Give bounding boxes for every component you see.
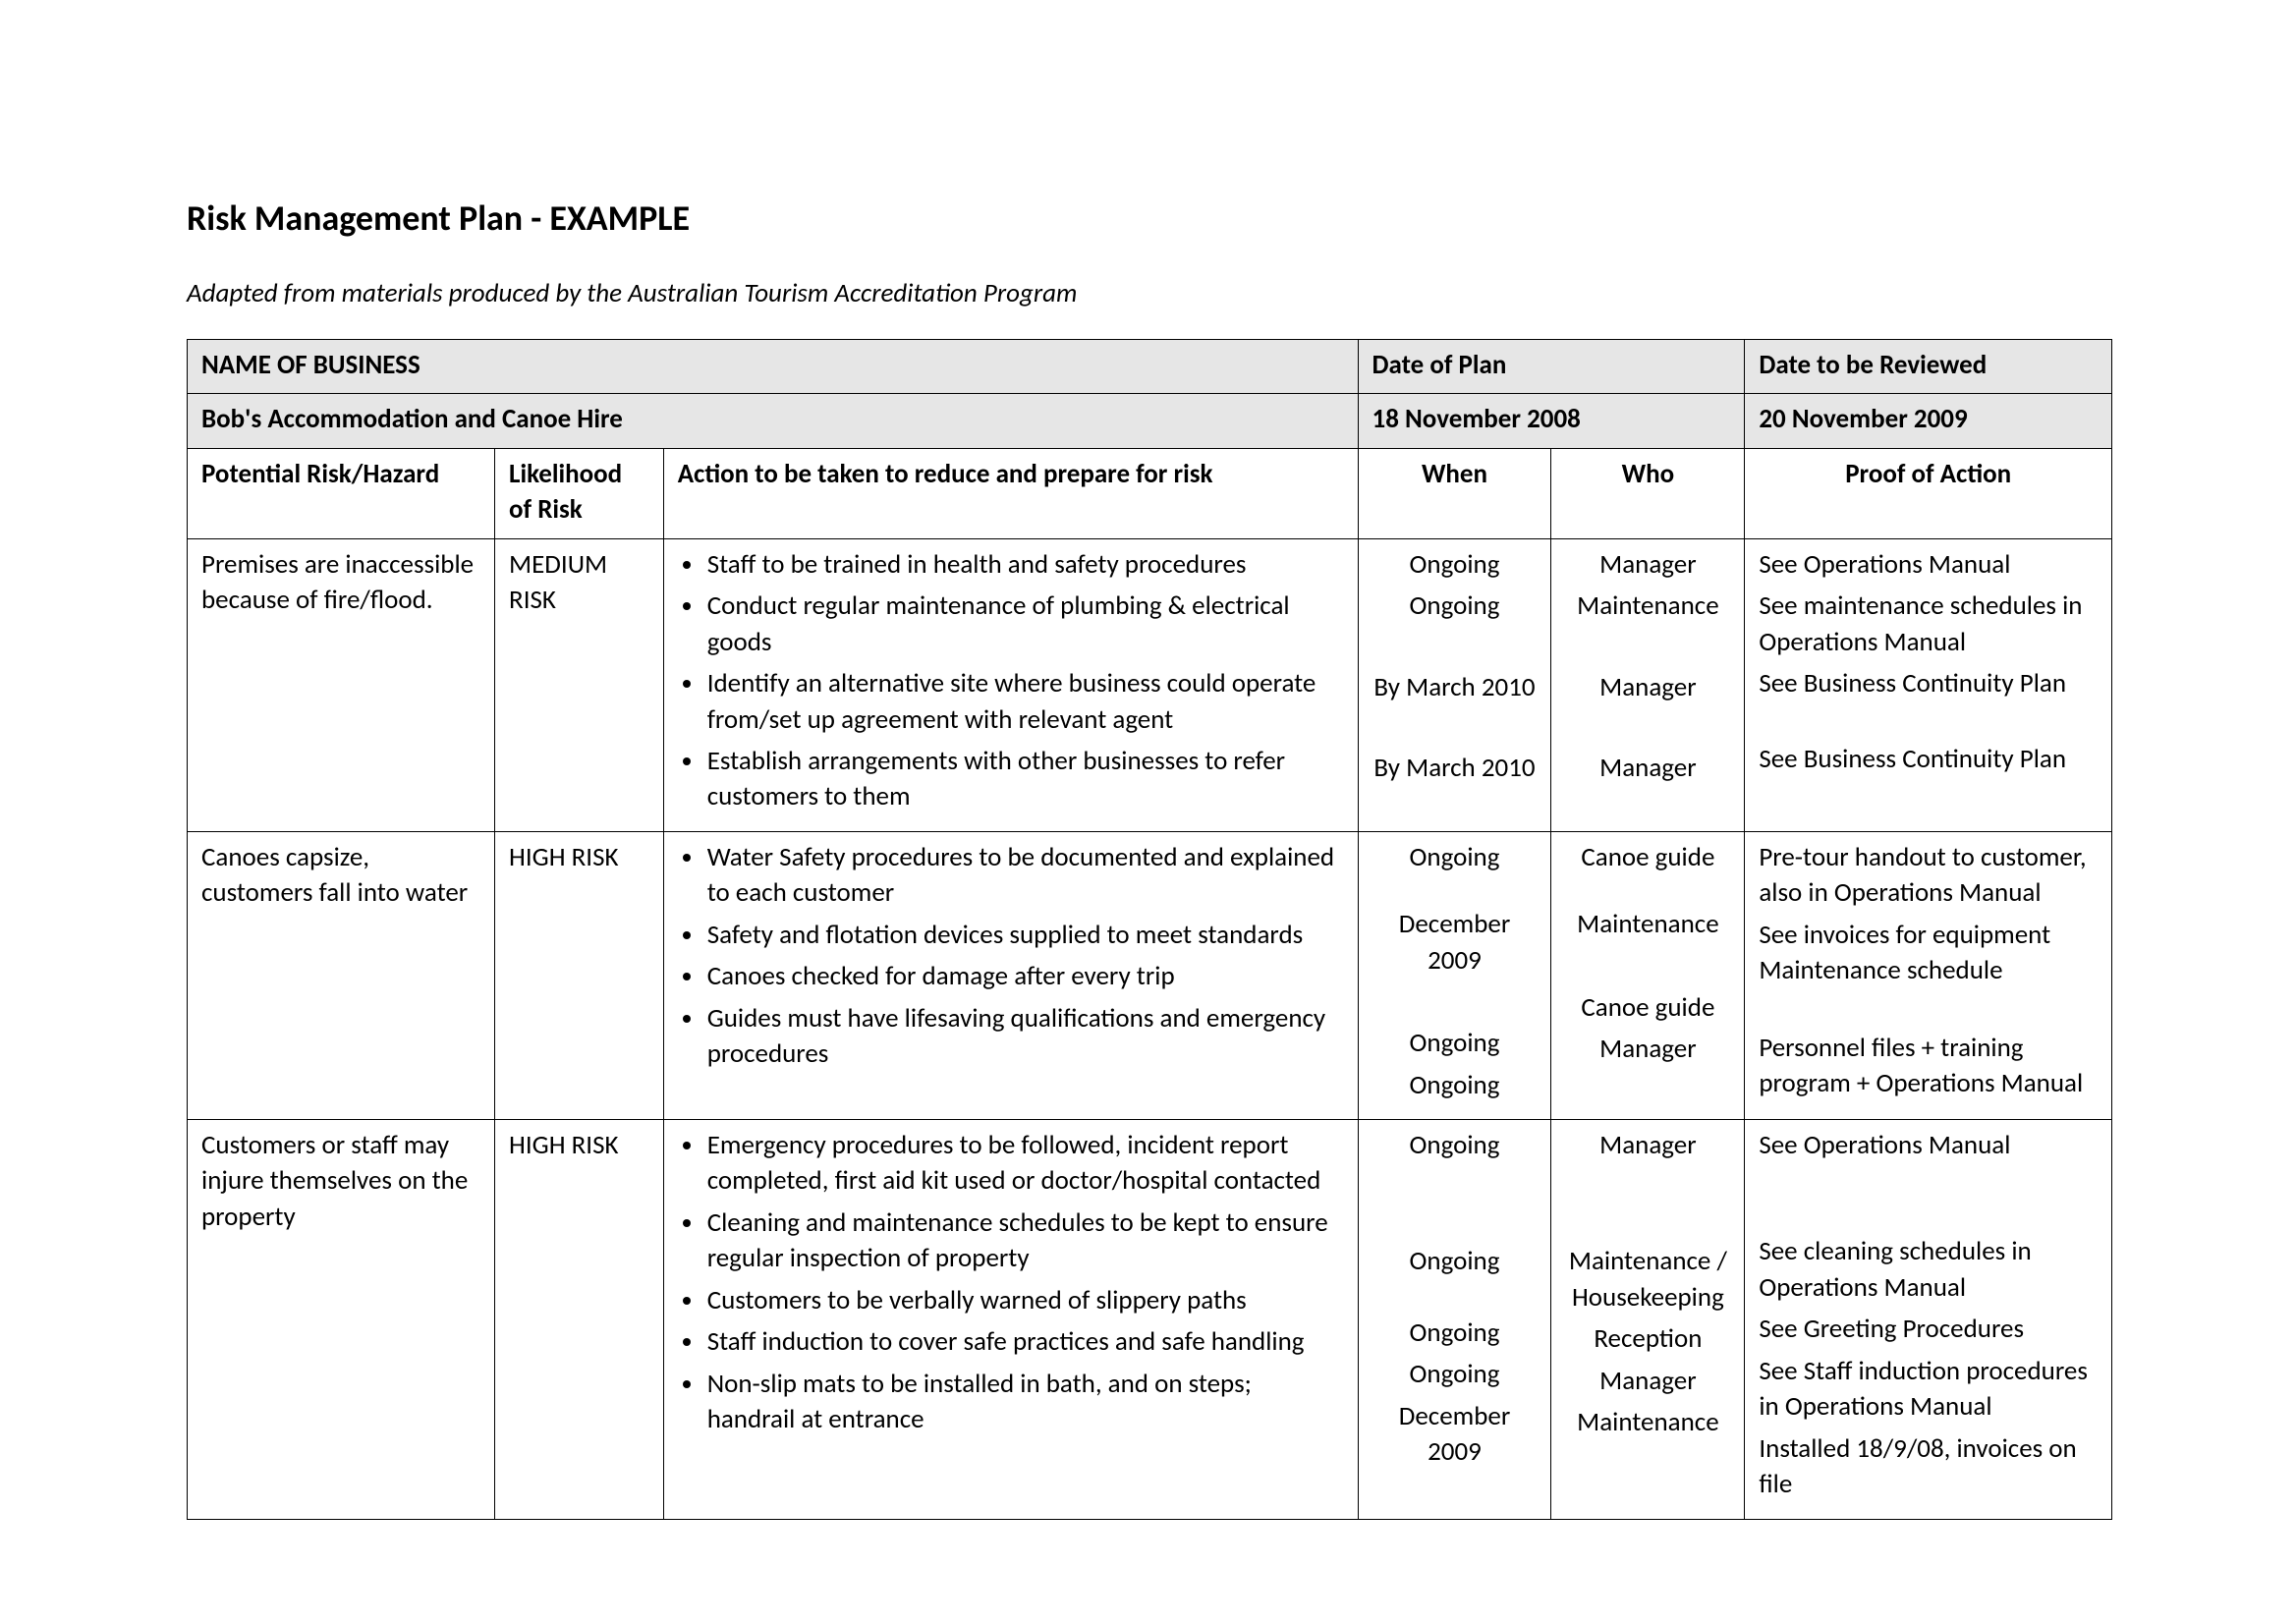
proof-item: See Business Continuity Plan <box>1759 742 2098 783</box>
table-row: Premises are inaccessible because of fir… <box>188 538 2112 831</box>
who-item: Manager <box>1565 1128 1730 1169</box>
date-to-be-reviewed-label: Date to be Reviewed <box>1745 340 2112 394</box>
when-item: Ongoing <box>1372 1244 1538 1285</box>
who-item: Reception <box>1565 1321 1730 1363</box>
document-page: Risk Management Plan - EXAMPLE Adapted f… <box>0 0 2296 1624</box>
date-of-plan-value: 18 November 2008 <box>1358 394 1745 448</box>
proof-item: Installed 18/9/08, invoices on file <box>1759 1431 2098 1509</box>
when-item: December 2009 <box>1372 907 1538 984</box>
likelihood-cell: MEDIUM RISK <box>495 538 664 831</box>
table-columns-row: Potential Risk/Hazard Likelihood of Risk… <box>188 448 2112 538</box>
hazard-cell: Customers or staff may injure themselves… <box>188 1120 495 1520</box>
when-item: Ongoing <box>1372 1068 1538 1109</box>
when-cell: Ongoing Ongoing Ongoing Ongoing December… <box>1358 1120 1551 1520</box>
date-of-plan-label: Date of Plan <box>1358 340 1745 394</box>
when-item: Ongoing <box>1372 1316 1538 1357</box>
table-header-row-1: NAME OF BUSINESS Date of Plan Date to be… <box>188 340 2112 394</box>
when-item: Ongoing <box>1372 840 1538 881</box>
who-item: Canoe guide <box>1565 990 1730 1032</box>
action-item: Guides must have lifesaving qualificatio… <box>705 1001 1344 1079</box>
action-item: Staff induction to cover safe practices … <box>705 1324 1344 1366</box>
likelihood-cell: HIGH RISK <box>495 1120 664 1520</box>
action-item: Non-slip mats to be installed in bath, a… <box>705 1367 1344 1444</box>
proof-item: See Greeting Procedures <box>1759 1312 2098 1353</box>
action-item: Customers to be verbally warned of slipp… <box>705 1283 1344 1324</box>
when-item: Ongoing <box>1372 1128 1538 1169</box>
action-item: Safety and flotation devices supplied to… <box>705 918 1344 959</box>
action-item: Establish arrangements with other busine… <box>705 744 1344 821</box>
who-cell: Manager Maintenance / Housekeeping Recep… <box>1551 1120 1745 1520</box>
who-item: Manager <box>1565 1032 1730 1073</box>
proof-item: See maintenance schedules in Operations … <box>1759 588 2098 666</box>
col-hazard: Potential Risk/Hazard <box>188 448 495 538</box>
who-item: Canoe guide <box>1565 840 1730 881</box>
col-when: When <box>1358 448 1551 538</box>
who-cell: Canoe guide Maintenance Canoe guide Mana… <box>1551 831 1745 1119</box>
col-who: Who <box>1551 448 1745 538</box>
who-item: Maintenance <box>1565 1405 1730 1446</box>
col-likelihood: Likelihood of Risk <box>495 448 664 538</box>
when-item: Ongoing <box>1372 547 1538 588</box>
who-item: Manager <box>1565 670 1730 711</box>
name-of-business-label: NAME OF BUSINESS <box>188 340 1359 394</box>
when-item: Ongoing <box>1372 588 1538 630</box>
who-item: Maintenance / Housekeeping <box>1565 1244 1730 1321</box>
action-item: Emergency procedures to be followed, inc… <box>705 1128 1344 1205</box>
table-row: Customers or staff may injure themselves… <box>188 1120 2112 1520</box>
action-cell: Staff to be trained in health and safety… <box>663 538 1358 831</box>
proof-item: See invoices for equipment Maintenance s… <box>1759 918 2098 995</box>
when-cell: Ongoing Ongoing By March 2010 By March 2… <box>1358 538 1551 831</box>
proof-item: See Business Continuity Plan <box>1759 666 2098 707</box>
who-item: Maintenance <box>1565 588 1730 630</box>
action-item: Cleaning and maintenance schedules to be… <box>705 1205 1344 1283</box>
table-header-row-2: Bob's Accommodation and Canoe Hire 18 No… <box>188 394 2112 448</box>
proof-cell: See Operations Manual See cleaning sched… <box>1745 1120 2112 1520</box>
who-item: Manager <box>1565 1364 1730 1405</box>
who-item: Maintenance <box>1565 907 1730 948</box>
proof-item: See Operations Manual <box>1759 547 2098 588</box>
proof-item: See Operations Manual <box>1759 1128 2098 1169</box>
when-item: By March 2010 <box>1372 670 1538 711</box>
action-item: Conduct regular maintenance of plumbing … <box>705 588 1344 666</box>
action-item: Identify an alternative site where busin… <box>705 666 1344 744</box>
when-item: Ongoing <box>1372 1357 1538 1398</box>
hazard-cell: Canoes capsize, customers fall into wate… <box>188 831 495 1119</box>
proof-item: See cleaning schedules in Operations Man… <box>1759 1234 2098 1312</box>
action-cell: Water Safety procedures to be documented… <box>663 831 1358 1119</box>
proof-item: See Staff induction procedures in Operat… <box>1759 1354 2098 1431</box>
table-row: Canoes capsize, customers fall into wate… <box>188 831 2112 1119</box>
risk-table: NAME OF BUSINESS Date of Plan Date to be… <box>187 339 2112 1520</box>
col-proof: Proof of Action <box>1745 448 2112 538</box>
when-item: By March 2010 <box>1372 751 1538 792</box>
who-cell: Manager Maintenance Manager Manager <box>1551 538 1745 831</box>
proof-item: Personnel files + training program + Ope… <box>1759 1031 2098 1108</box>
page-title: Risk Management Plan - EXAMPLE <box>187 196 2109 240</box>
who-item: Manager <box>1565 751 1730 792</box>
when-item: Ongoing <box>1372 1026 1538 1067</box>
hazard-cell: Premises are inaccessible because of fir… <box>188 538 495 831</box>
proof-cell: See Operations Manual See maintenance sc… <box>1745 538 2112 831</box>
page-subtitle: Adapted from materials produced by the A… <box>187 277 2109 309</box>
action-cell: Emergency procedures to be followed, inc… <box>663 1120 1358 1520</box>
action-item: Staff to be trained in health and safety… <box>705 547 1344 588</box>
business-name-value: Bob's Accommodation and Canoe Hire <box>188 394 1359 448</box>
col-action: Action to be taken to reduce and prepare… <box>663 448 1358 538</box>
who-item: Manager <box>1565 547 1730 588</box>
when-cell: Ongoing December 2009 Ongoing Ongoing <box>1358 831 1551 1119</box>
action-item: Canoes checked for damage after every tr… <box>705 959 1344 1000</box>
when-item: December 2009 <box>1372 1399 1538 1477</box>
proof-cell: Pre-tour handout to customer, also in Op… <box>1745 831 2112 1119</box>
likelihood-cell: HIGH RISK <box>495 831 664 1119</box>
date-to-be-reviewed-value: 20 November 2009 <box>1745 394 2112 448</box>
action-item: Water Safety procedures to be documented… <box>705 840 1344 918</box>
proof-item: Pre-tour handout to customer, also in Op… <box>1759 840 2098 918</box>
